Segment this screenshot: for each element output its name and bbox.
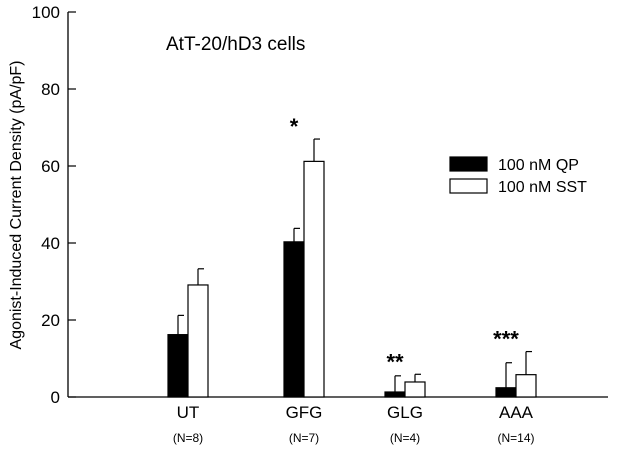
bar (167, 334, 189, 398)
bars (167, 138, 537, 398)
x-tick-label: GLG (387, 403, 423, 422)
legend-label-qp: 100 nM QP (498, 157, 579, 174)
x-tick-label: GFG (286, 403, 323, 422)
axes: 0 20 40 60 80 100 (32, 3, 608, 407)
bar (495, 387, 517, 398)
x-tick-label: AAA (499, 403, 534, 422)
sample-size-label: (N=4) (390, 431, 420, 445)
bar (515, 374, 537, 398)
chart-inset-label: AtT-20/hD3 cells (166, 34, 305, 55)
sample-size-label: (N=8) (173, 431, 203, 445)
bar (404, 381, 426, 398)
legend-swatch-qp (449, 156, 488, 172)
legend-label-sst: 100 nM SST (498, 179, 587, 196)
significance-marker: * (290, 114, 299, 139)
bar (283, 241, 305, 398)
significance-marker: *** (493, 327, 519, 352)
bar (384, 391, 406, 398)
legend-swatch-sst (449, 178, 488, 194)
y-tick-label: 40 (41, 234, 60, 253)
sample-size-label: (N=14) (497, 431, 534, 445)
y-tick-label: 0 (51, 388, 60, 407)
y-axis-label: Agonist-Induced Current Density (pA/pF) (8, 60, 25, 349)
labels: UT (N=8) GFG (N=7) * GLG (N=4) ** AAA (N=14) *** (173, 114, 535, 445)
y-tick-label: 80 (41, 80, 60, 99)
x-tick-label: UT (177, 403, 200, 422)
y-tick-label: 60 (41, 157, 60, 176)
bar (303, 160, 325, 398)
y-tick-label: 100 (32, 3, 60, 22)
legend: 100 nM QP 100 nM SST (449, 156, 587, 196)
y-tick-label: 20 (41, 311, 60, 330)
bar (187, 284, 209, 398)
sample-size-label: (N=7) (289, 431, 319, 445)
significance-marker: ** (386, 349, 404, 374)
